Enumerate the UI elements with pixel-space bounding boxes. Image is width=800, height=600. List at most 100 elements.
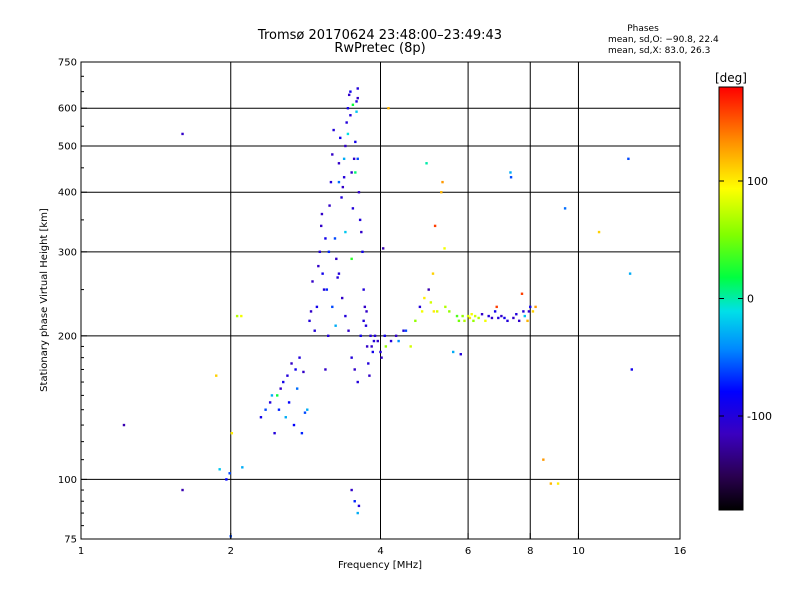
echo-point xyxy=(331,305,334,309)
echo-point xyxy=(279,387,282,390)
echo-point xyxy=(241,466,244,469)
echo-point xyxy=(342,176,346,179)
echo-point xyxy=(268,401,272,404)
echo-point xyxy=(484,319,487,323)
echo-point xyxy=(357,504,361,508)
echo-point xyxy=(277,408,281,411)
echo-point xyxy=(317,264,320,268)
y-tick-label: 400 xyxy=(58,188,77,199)
echo-point xyxy=(342,157,346,161)
colorbar-label: [deg] xyxy=(715,71,747,85)
echo-point xyxy=(354,140,357,144)
chart-subtitle: RwPretec (8p) xyxy=(334,41,425,56)
echo-point xyxy=(414,319,417,323)
echo-point xyxy=(344,230,347,234)
echo-point xyxy=(284,416,287,419)
echo-point xyxy=(351,103,355,107)
echo-point xyxy=(355,110,358,113)
echo-point xyxy=(432,310,436,313)
echo-point xyxy=(493,310,497,313)
grid-lines xyxy=(81,62,680,539)
echo-point xyxy=(490,316,494,320)
echo-point xyxy=(349,90,352,93)
echo-point xyxy=(468,316,472,320)
echo-point xyxy=(394,334,398,338)
echo-point xyxy=(384,345,388,348)
echo-point xyxy=(556,482,560,485)
echo-point xyxy=(270,394,274,397)
echo-point xyxy=(354,171,357,174)
echo-point xyxy=(402,329,405,332)
echo-point xyxy=(509,171,512,174)
echo-point xyxy=(356,380,359,384)
echo-point xyxy=(425,162,428,165)
echo-point xyxy=(597,230,601,234)
echo-point xyxy=(264,408,267,411)
echo-point xyxy=(512,316,515,320)
echo-point xyxy=(327,334,330,338)
echo-point xyxy=(344,144,347,148)
echo-point xyxy=(563,207,567,210)
echo-point xyxy=(228,472,231,475)
echo-point xyxy=(356,96,359,100)
echo-point xyxy=(318,250,321,254)
echo-point xyxy=(282,380,285,384)
echo-point xyxy=(356,87,359,90)
colorbar-tick-label: 100 xyxy=(747,175,768,188)
echo-point xyxy=(362,288,365,291)
echo-point xyxy=(329,180,333,184)
echo-point xyxy=(383,334,386,338)
echo-point xyxy=(457,319,461,323)
y-axis-label: Stationary phase Virtual Height [km] xyxy=(39,208,50,392)
echo-point xyxy=(350,257,353,261)
echo-point xyxy=(542,458,545,461)
echo-point xyxy=(365,310,368,313)
echo-point xyxy=(429,301,433,304)
y-tick-label: 750 xyxy=(58,58,77,69)
echo-point xyxy=(230,431,234,435)
echo-point xyxy=(389,339,393,343)
echo-point xyxy=(181,132,184,136)
echo-point xyxy=(397,339,400,343)
phase-stats-heading: Phases xyxy=(627,24,659,34)
echo-point xyxy=(473,314,477,318)
echo-point xyxy=(350,171,353,174)
echo-point xyxy=(477,316,480,320)
echo-point xyxy=(292,423,296,427)
echo-point xyxy=(361,250,364,254)
echo-point xyxy=(387,107,390,110)
echo-point xyxy=(472,319,475,323)
echo-point xyxy=(381,247,385,250)
echo-point xyxy=(418,305,422,309)
y-tick-label: 600 xyxy=(58,104,77,115)
echo-point xyxy=(503,316,506,320)
echo-point xyxy=(362,319,365,323)
echo-point xyxy=(372,339,376,343)
echo-point xyxy=(334,324,337,327)
echo-point xyxy=(531,310,535,313)
x-tick-label: 1 xyxy=(78,546,84,557)
x-tick-label: 2 xyxy=(228,546,234,557)
echo-point xyxy=(359,334,362,338)
echo-point xyxy=(346,132,350,136)
echo-point xyxy=(371,350,375,354)
echo-point xyxy=(313,329,316,332)
echo-points xyxy=(122,87,633,538)
echo-point xyxy=(321,272,324,275)
echo-point xyxy=(459,353,462,356)
echo-point xyxy=(295,387,299,390)
echo-point xyxy=(122,423,126,427)
echo-point xyxy=(444,305,447,309)
echo-point xyxy=(337,162,341,165)
x-axis-ticks: 1 2 4 6 8 10 16 xyxy=(78,533,686,557)
echo-point xyxy=(353,368,356,371)
echo-point xyxy=(365,345,369,348)
echo-point xyxy=(497,316,500,320)
echo-point xyxy=(290,362,293,365)
echo-point xyxy=(435,310,439,313)
echo-point xyxy=(549,482,553,485)
echo-point xyxy=(404,329,408,332)
echo-point xyxy=(363,305,367,309)
echo-point xyxy=(298,356,301,359)
